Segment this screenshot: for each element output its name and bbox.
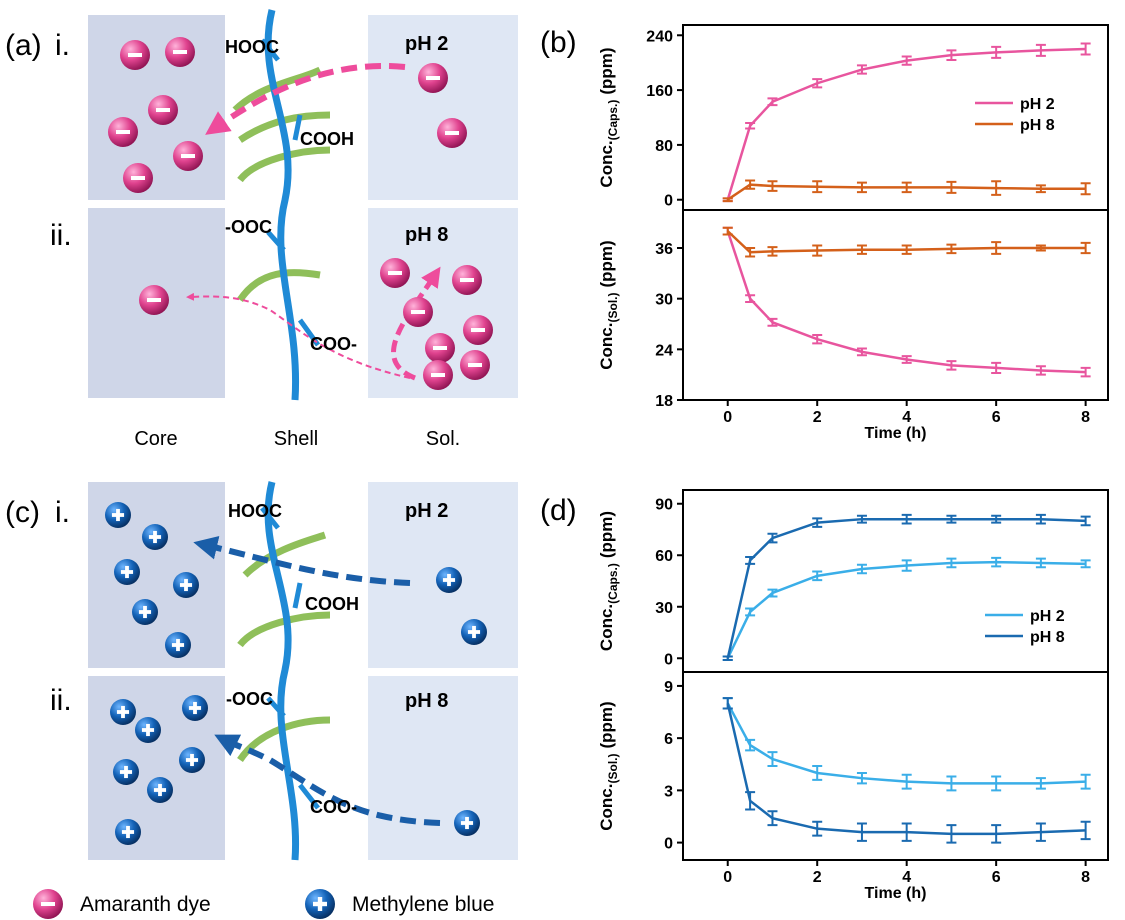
- legend-label: pH 2: [1030, 608, 1065, 625]
- y-axis-label: Conc.(Sol.) (ppm): [597, 240, 620, 369]
- series-line: [728, 703, 1086, 783]
- panel-label: (c): [5, 496, 40, 529]
- legend-label: pH 2: [1020, 96, 1055, 113]
- chem-label: COO-: [310, 797, 357, 817]
- y-tick-label: 36: [655, 241, 673, 258]
- y-tick-label: 24: [655, 342, 673, 359]
- y-tick-label: 18: [655, 393, 673, 410]
- schematic-c: [88, 482, 518, 860]
- column-label: Sol.: [426, 428, 460, 450]
- x-axis-label: Time (h): [865, 425, 927, 442]
- y-tick-label: 90: [655, 497, 673, 514]
- error-bar: [745, 740, 755, 750]
- y-label-main: Conc.: [597, 140, 616, 187]
- y-tick-label: 6: [664, 731, 673, 748]
- y-label-sub: (Caps.): [606, 100, 620, 141]
- error-bar: [745, 123, 755, 128]
- x-tick-label: 6: [992, 869, 1001, 886]
- ph-label: pH 8: [405, 690, 448, 712]
- y-label-main: Conc.: [597, 604, 616, 651]
- x-tick-label: 0: [723, 409, 732, 426]
- x-tick-label: 4: [902, 409, 911, 426]
- y-tick-label: 0: [664, 651, 673, 668]
- y-tick-label: 30: [655, 292, 673, 309]
- y-axis-label: Conc.(Caps.) (ppm): [597, 511, 620, 651]
- y-tick-label: 80: [655, 138, 673, 155]
- y-label-sub: (Sol.): [606, 753, 620, 783]
- y-tick-label: 9: [664, 679, 673, 696]
- column-label: Core: [134, 428, 177, 450]
- y-label-unit: (ppm): [597, 47, 616, 94]
- column-label: Shell: [274, 428, 318, 450]
- schematic-a: [88, 10, 518, 400]
- ph-label: pH 8: [405, 224, 448, 246]
- legend-label: Methylene blue: [352, 893, 494, 916]
- y-label-unit: (ppm): [597, 240, 616, 287]
- legend-label: pH 8: [1020, 117, 1055, 134]
- error-bar: [723, 657, 733, 660]
- chem-label: HOOC: [228, 501, 282, 521]
- y-label-main: Conc.: [597, 322, 616, 369]
- row-label: ii.: [50, 219, 72, 252]
- x-tick-label: 6: [992, 409, 1001, 426]
- row-label: ii.: [50, 684, 72, 717]
- y-tick-label: 160: [646, 83, 673, 100]
- y-label-sub: (Caps.): [606, 563, 620, 604]
- y-label-unit: (ppm): [597, 701, 616, 748]
- error-bar: [745, 792, 755, 809]
- chem-label: HOOC: [225, 37, 279, 57]
- y-axis-label: Conc.(Caps.) (ppm): [597, 47, 620, 187]
- x-tick-label: 4: [902, 869, 911, 886]
- y-label-sub: (Sol.): [606, 292, 620, 322]
- y-tick-label: 30: [655, 600, 673, 617]
- panel-label: (a): [5, 29, 42, 62]
- chem-label: COOH: [300, 129, 354, 149]
- legend-label: Amaranth dye: [80, 893, 211, 916]
- x-tick-label: 8: [1081, 869, 1090, 886]
- x-tick-label: 8: [1081, 409, 1090, 426]
- error-bar: [723, 698, 733, 708]
- chem-label: COOH: [305, 594, 359, 614]
- y-tick-label: 240: [646, 28, 673, 45]
- y-label-main: Conc.: [597, 783, 616, 830]
- y-axis-label: Conc.(Sol.) (ppm): [597, 701, 620, 830]
- chem-label: -OOC: [225, 217, 272, 237]
- ph-label: pH 2: [405, 33, 448, 55]
- x-tick-label: 2: [813, 869, 822, 886]
- chem-label: -OOC: [226, 689, 273, 709]
- x-axis-label: Time (h): [865, 885, 927, 902]
- x-tick-label: 2: [813, 409, 822, 426]
- y-label-unit: (ppm): [597, 511, 616, 558]
- row-label: i.: [55, 496, 70, 529]
- x-tick-label: 0: [723, 869, 732, 886]
- legend-label: pH 8: [1030, 629, 1065, 646]
- panel-label: (d): [540, 494, 577, 527]
- error-bar: [723, 198, 733, 201]
- y-tick-label: 0: [664, 836, 673, 853]
- series-line: [728, 703, 1086, 834]
- figure: (a) i. ii. HOOC COOH -OOC COO- pH 2 pH 8…: [0, 0, 1125, 920]
- row-label: i.: [55, 29, 70, 62]
- ph-label: pH 2: [405, 500, 448, 522]
- y-tick-label: 0: [664, 193, 673, 210]
- y-tick-label: 60: [655, 548, 673, 565]
- y-tick-label: 3: [664, 783, 673, 800]
- panel-label: (b): [540, 26, 577, 59]
- chem-label: COO-: [310, 334, 357, 354]
